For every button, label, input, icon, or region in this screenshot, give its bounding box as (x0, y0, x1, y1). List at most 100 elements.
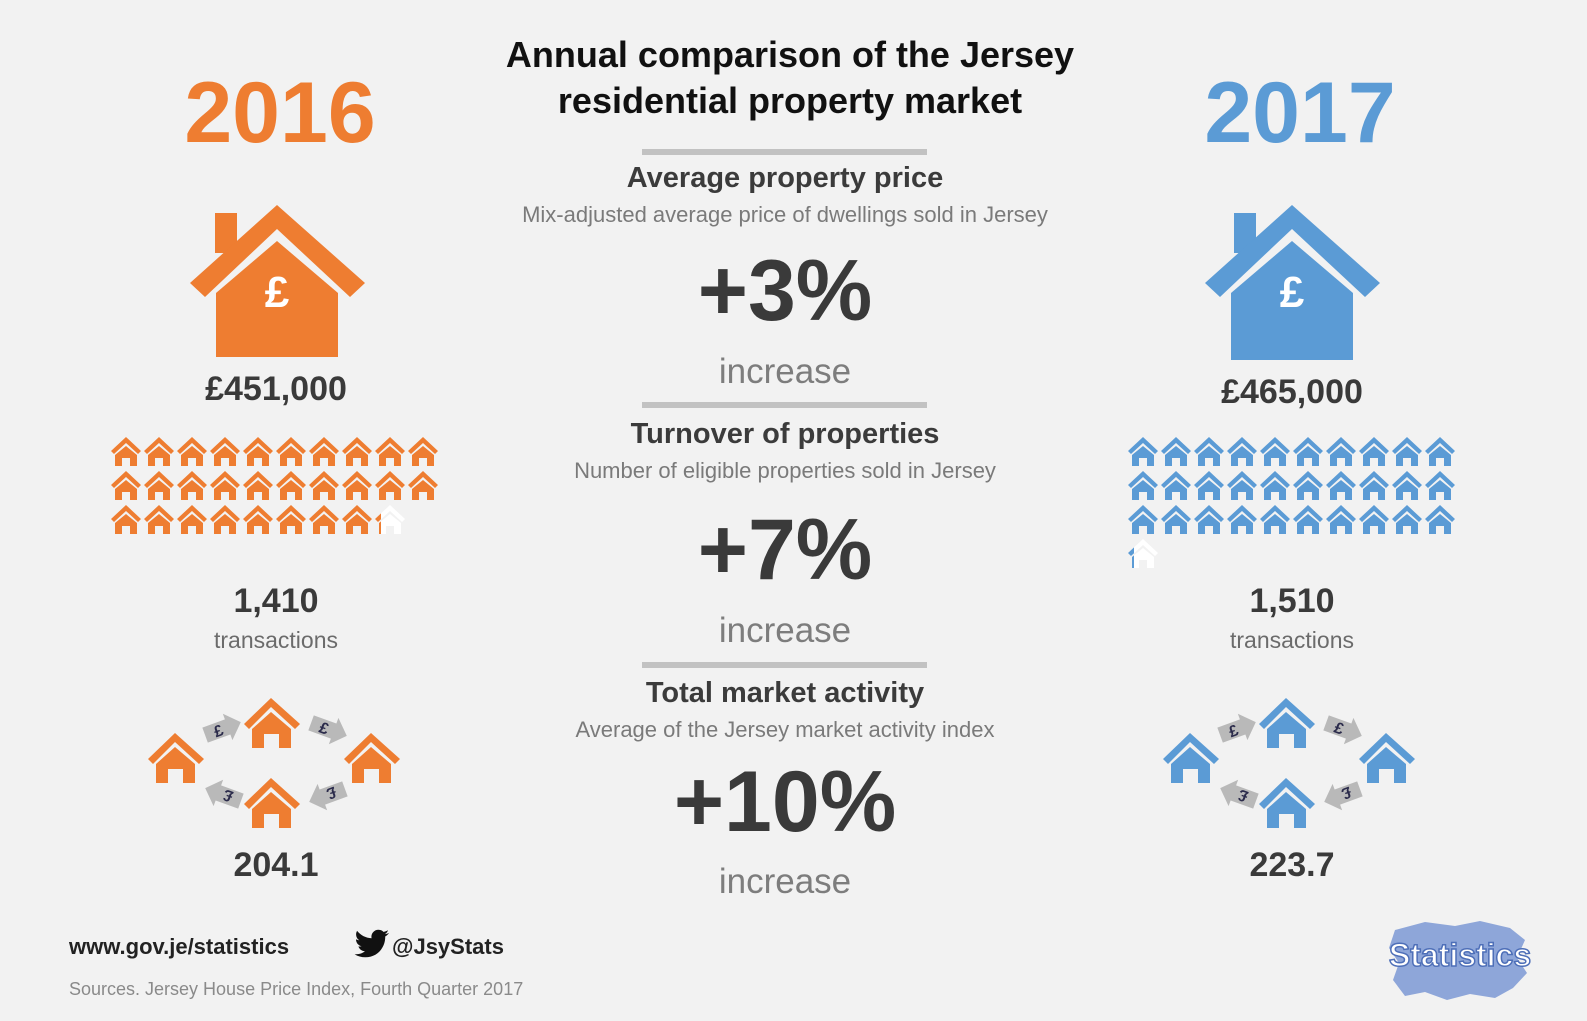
pound-arrow-icon: £ (1323, 715, 1362, 745)
section-divider (642, 149, 927, 155)
house-icon (408, 469, 441, 503)
turnover-section-title: Turnover of properties (630, 418, 940, 450)
house-icon (1425, 435, 1458, 469)
market-activity-2017-cycle: £ £ £ £ (1163, 695, 1423, 835)
house-icon (144, 503, 177, 537)
house-icon (1293, 503, 1326, 537)
house-icon (309, 503, 342, 537)
year-2017-label: 2017 (1204, 65, 1396, 161)
activity-section-title: Total market activity (645, 677, 925, 709)
house-icon (309, 435, 342, 469)
logo-text: Statistics (1389, 937, 1531, 973)
price-section-title: Average property price (626, 162, 944, 194)
twitter-bird-icon (354, 929, 390, 959)
transactions-2016-house-grid (111, 435, 441, 537)
house-icon (1392, 469, 1425, 503)
house-icon (210, 469, 243, 503)
transactions-2017-label: transactions (1229, 627, 1354, 653)
house-icon (148, 733, 204, 783)
title-line-1: Annual comparison of the Jersey (505, 34, 1075, 75)
turnover-section-subtitle: Number of eligible properties sold in Je… (574, 458, 996, 483)
market-activity-2016-cycle: £ £ £ £ (148, 695, 408, 835)
house-icon (1161, 503, 1194, 537)
house-icon (177, 503, 210, 537)
pound-arrow-icon: £ (1220, 779, 1259, 809)
twitter-handle-link[interactable]: @JsyStats (392, 934, 504, 959)
house-icon (342, 435, 375, 469)
house-icon (111, 435, 144, 469)
house-icon (210, 503, 243, 537)
house-icon (344, 733, 400, 783)
house-icon (177, 469, 210, 503)
house-icon (244, 698, 300, 748)
house-icon (243, 469, 276, 503)
house-pound-icon: £ (1205, 205, 1380, 363)
pound-arrow-icon: £ (202, 713, 241, 743)
house-icon (375, 435, 408, 469)
house-icon (1161, 469, 1194, 503)
house-icon (1359, 435, 1392, 469)
year-2016-label: 2016 (184, 65, 376, 161)
house-icon (144, 469, 177, 503)
house-icon (1161, 435, 1194, 469)
house-icon (1326, 435, 1359, 469)
house-icon (1392, 435, 1425, 469)
house-icon (1260, 435, 1293, 469)
house-icon (1359, 469, 1392, 503)
house-icon (1163, 733, 1219, 783)
section-divider (642, 662, 927, 668)
house-icon (1359, 733, 1415, 783)
pound-arrow-icon: £ (1324, 781, 1363, 811)
house-icon (1227, 469, 1260, 503)
statistics-logo: Statistics (1385, 918, 1535, 1003)
house-icon (375, 469, 408, 503)
house-icon (111, 503, 144, 537)
house-icon (1227, 503, 1260, 537)
transactions-2017-house-grid (1128, 435, 1458, 571)
house-icon (276, 469, 309, 503)
house-icon (1128, 435, 1161, 469)
house-icon (1293, 469, 1326, 503)
price-change-label: increase (718, 352, 852, 391)
house-icon (1194, 503, 1227, 537)
transactions-2016-value: 1,410 (233, 582, 319, 620)
website-link[interactable]: www.gov.je/statistics (69, 934, 290, 959)
house-icon (1425, 503, 1458, 537)
house-icon (375, 503, 408, 537)
pound-arrow-icon: £ (308, 715, 347, 745)
house-icon (144, 435, 177, 469)
title-line-2: residential property market (557, 80, 1023, 121)
activity-change-label: increase (718, 862, 852, 901)
house-icon (1326, 503, 1359, 537)
activity-change-value: +10% (673, 754, 897, 850)
section-divider (642, 402, 927, 408)
transactions-2017-value: 1,510 (1249, 582, 1335, 620)
house-icon (1260, 503, 1293, 537)
house-icon (1326, 469, 1359, 503)
house-icon (210, 435, 243, 469)
turnover-change-label: increase (718, 611, 852, 650)
pound-arrow-icon: £ (309, 781, 348, 811)
price-section-subtitle: Mix-adjusted average price of dwellings … (522, 202, 1048, 227)
house-pound-sign: £ (1280, 268, 1305, 317)
page-title: Annual comparison of the Jersey resident… (440, 32, 1140, 124)
sources-note: Sources. Jersey House Price Index, Fourt… (69, 979, 524, 999)
house-icon (1128, 469, 1161, 503)
house-icon (1128, 503, 1161, 537)
house-icon (1194, 435, 1227, 469)
house-icon (243, 503, 276, 537)
jersey-map-shape (1389, 921, 1527, 1000)
house-icon (244, 778, 300, 828)
house-icon (342, 503, 375, 537)
house-icon (1392, 503, 1425, 537)
house-icon (309, 469, 342, 503)
house-icon (1259, 778, 1315, 828)
pound-arrow-icon: £ (1217, 713, 1256, 743)
activity-section-subtitle: Average of the Jersey market activity in… (575, 717, 995, 742)
price-2016-value: £451,000 (205, 370, 347, 408)
house-icon (1259, 698, 1315, 748)
house-icon (177, 435, 210, 469)
house-pound-sign: £ (265, 268, 290, 317)
turnover-change-value: +7% (697, 502, 873, 598)
house-pound-icon: £ (190, 205, 365, 360)
